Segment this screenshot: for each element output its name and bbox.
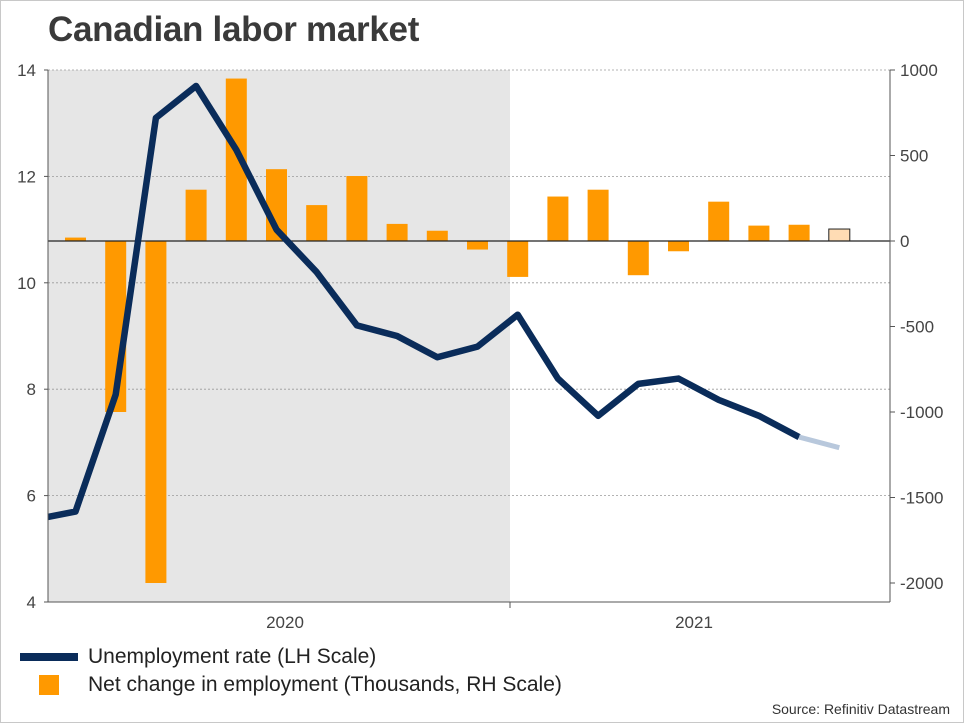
left-tick-label: 14: [17, 61, 36, 80]
unemployment-forecast-line: [798, 434, 840, 451]
bar: [65, 237, 86, 241]
left-tick-label: 4: [27, 593, 36, 612]
bar: [467, 241, 488, 250]
legend-line-swatch: [20, 653, 78, 661]
right-tick-label: 500: [900, 147, 928, 166]
legend: Unemployment rate (LH Scale) Net change …: [20, 643, 562, 699]
right-tick-label: 1000: [900, 61, 938, 80]
bar: [668, 241, 689, 252]
bar: [386, 223, 408, 241]
bar: [627, 241, 649, 276]
bar: [185, 189, 207, 241]
legend-bar-swatch: [39, 675, 59, 695]
right-tick-label: -1500: [900, 489, 943, 508]
left-tick-label: 12: [17, 167, 36, 186]
right-tick-label: -1000: [900, 403, 943, 422]
right-tick-label: -2000: [900, 574, 943, 593]
right-tick-label: -500: [900, 318, 934, 337]
chart-title: Canadian labor market: [48, 10, 420, 49]
bar: [507, 241, 529, 277]
legend-label-employment: Net change in employment (Thousands, RH …: [88, 673, 562, 696]
bar: [708, 201, 730, 241]
bar-forecast: [828, 228, 851, 242]
right-tick-label: 0: [900, 232, 909, 251]
left-tick-label: 6: [27, 487, 36, 506]
bar: [788, 224, 810, 241]
unemployment-line: [47, 82, 801, 521]
x-tick-label: 2020: [266, 613, 304, 632]
bar: [748, 225, 770, 241]
bar: [145, 241, 167, 583]
left-tick-label: 10: [17, 274, 36, 293]
left-tick-label: 8: [27, 380, 36, 399]
source-note: Source: Refinitiv Datastream: [771, 701, 950, 717]
bar: [306, 205, 328, 241]
bar: [346, 176, 368, 241]
legend-label-unemployment: Unemployment rate (LH Scale): [88, 645, 377, 668]
legend-item-unemployment: Unemployment rate (LH Scale): [20, 643, 562, 671]
bar: [587, 189, 609, 241]
bar: [225, 78, 247, 241]
bar: [426, 230, 448, 241]
bar: [547, 196, 569, 241]
legend-item-employment: Net change in employment (Thousands, RH …: [20, 671, 562, 699]
x-tick-label: 2021: [675, 613, 713, 632]
